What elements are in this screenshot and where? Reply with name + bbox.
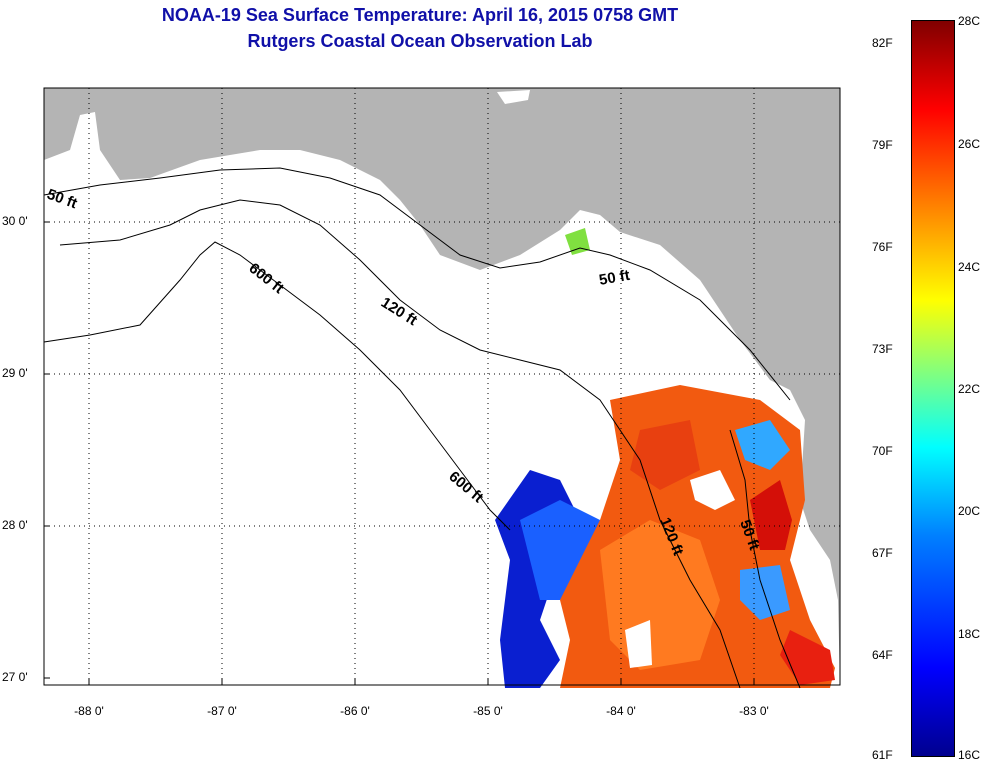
colorbar-c-label: 28C bbox=[958, 14, 981, 28]
colorbar-c-label: 18C bbox=[958, 627, 981, 641]
temperature-colorbar bbox=[911, 20, 955, 757]
colorbar-f-label: 67F bbox=[872, 546, 893, 560]
colorbar-c-label: 22C bbox=[958, 382, 981, 396]
sst-data bbox=[495, 228, 835, 688]
colorbar-f-label: 73F bbox=[872, 342, 893, 356]
map-frame bbox=[43, 87, 841, 686]
frame-ticks bbox=[44, 221, 755, 685]
depth-contours bbox=[43, 167, 801, 689]
colorbar-c-label: 26C bbox=[958, 137, 981, 151]
colorbar-f-label: 79F bbox=[872, 138, 893, 152]
map-title: NOAA-19 Sea Surface Temperature: April 1… bbox=[161, 5, 679, 25]
lat-label: 28 0' bbox=[2, 518, 28, 532]
map-subtitle: Rutgers Coastal Ocean Observation Lab bbox=[247, 31, 593, 51]
colorbar-f-label: 61F bbox=[872, 748, 893, 762]
colorbar-c-label: 16C bbox=[958, 748, 981, 762]
lon-label: -87 0' bbox=[207, 704, 237, 718]
lon-label: -83 0' bbox=[739, 704, 769, 718]
lat-label: 29 0' bbox=[2, 366, 28, 380]
colorbar-f-label: 64F bbox=[872, 648, 893, 662]
depth-label: 50 ft bbox=[598, 267, 631, 289]
colorbar-f-label: 82F bbox=[872, 36, 893, 50]
lon-label: -84 0' bbox=[606, 704, 636, 718]
lon-label: -88 0' bbox=[74, 704, 104, 718]
lat-label: 30 0' bbox=[2, 214, 28, 228]
colorbar-c-label: 20C bbox=[958, 504, 981, 518]
colorbar-c-label: 24C bbox=[958, 260, 981, 274]
colorbar-f-label: 70F bbox=[872, 444, 893, 458]
lat-label: 27 0' bbox=[2, 670, 28, 684]
lon-label: -85 0' bbox=[473, 704, 503, 718]
lake bbox=[497, 90, 530, 104]
lon-label: -86 0' bbox=[340, 704, 370, 718]
colorbar-f-label: 76F bbox=[872, 240, 893, 254]
